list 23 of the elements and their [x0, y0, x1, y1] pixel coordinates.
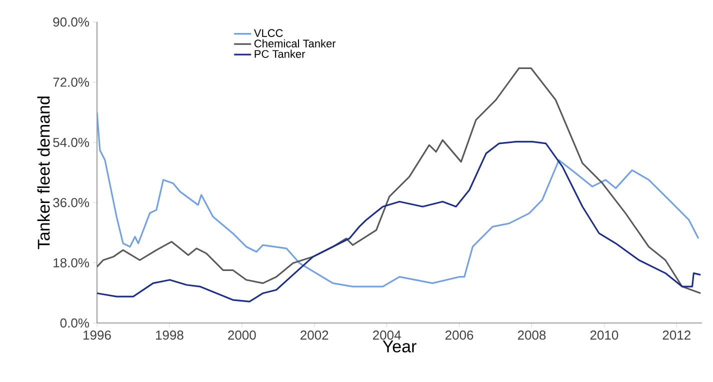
line-series	[97, 112, 700, 288]
legend-label: VLCC	[254, 29, 283, 37]
x-tick-label: 2004	[373, 330, 401, 340]
y-tick-label: 36.0%	[53, 198, 90, 208]
y-axis-title: Tanker fleet demand	[37, 96, 50, 250]
y-tick-label: 72.0%	[53, 78, 90, 87]
x-tick-label: 2002	[300, 330, 328, 340]
legend-label: PC Tanker	[254, 50, 306, 58]
line-series	[97, 140, 702, 302]
x-tick-label: 2006	[445, 330, 474, 340]
y-tick-label: 18.0%	[54, 258, 90, 268]
x-tick-label: 2012	[662, 330, 690, 340]
x-tick-label: 1998	[156, 330, 184, 340]
y-tick-label: 54.0%	[53, 138, 90, 147]
x-tick-label: 2008	[518, 330, 546, 340]
x-tick-label: 1996	[84, 330, 111, 340]
y-tick-label: 0.0%	[60, 318, 90, 328]
x-axis-title: Year	[382, 340, 416, 352]
x-tick-label: 2000	[228, 330, 256, 340]
x-tick-label: 2010	[590, 330, 618, 340]
line-series	[97, 67, 702, 294]
legend-label: Chemical Tanker	[254, 39, 336, 48]
y-tick-label: 90.0%	[53, 17, 90, 27]
